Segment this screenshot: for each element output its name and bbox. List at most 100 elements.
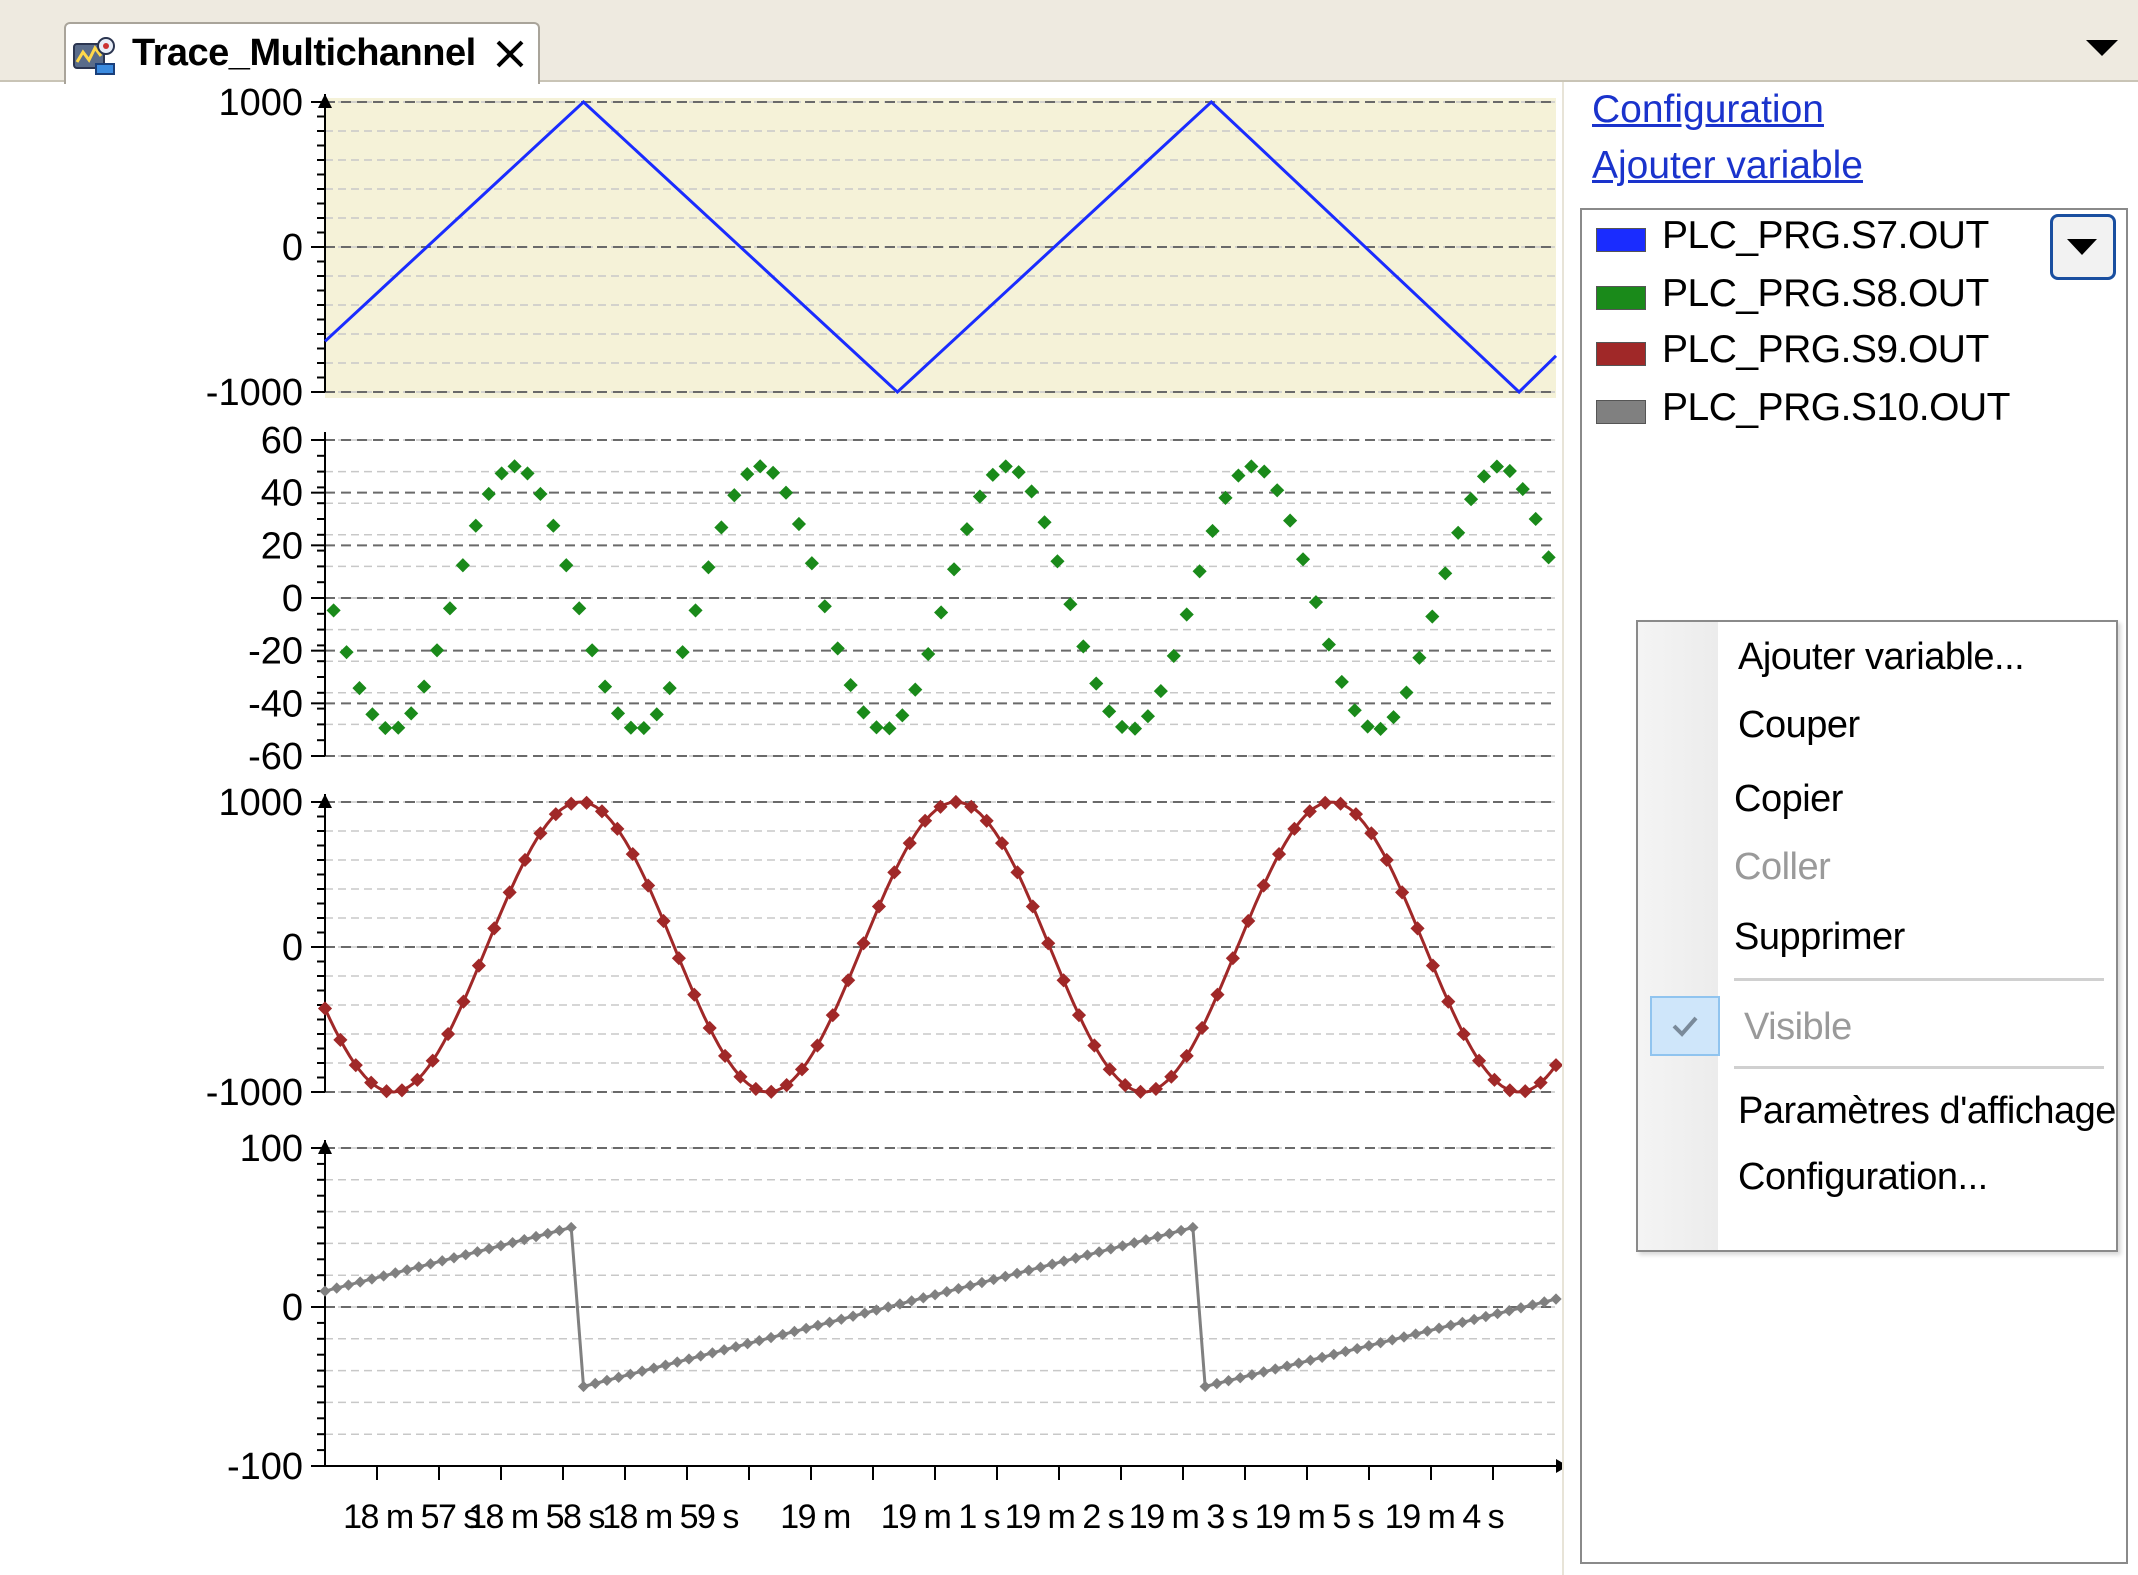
data-point (404, 706, 419, 721)
y-tick-label: -60 (248, 736, 303, 778)
data-point (1438, 566, 1453, 581)
data-point (905, 1295, 918, 1307)
data-point (1225, 951, 1240, 966)
data-point (1087, 1038, 1102, 1053)
data-point (972, 489, 987, 504)
tab-trace-multichannel[interactable]: Trace_Multichannel (64, 22, 540, 84)
data-point (494, 466, 509, 481)
data-point (460, 1249, 472, 1261)
data-point (753, 459, 768, 474)
data-point (506, 1236, 519, 1249)
menu-item-copy[interactable]: Copier (1734, 778, 1843, 820)
data-point (517, 852, 533, 868)
data-point (1192, 564, 1207, 579)
data-point (1046, 1258, 1058, 1270)
data-point (1164, 1069, 1179, 1084)
y-tick-label: 0 (282, 227, 303, 269)
data-point (714, 520, 729, 535)
data-point (520, 466, 535, 481)
data-point (1076, 639, 1091, 654)
data-point (1256, 878, 1271, 893)
configuration-link[interactable]: Configuration (1592, 88, 1824, 131)
legend-swatch (1596, 286, 1646, 310)
close-icon[interactable] (490, 34, 530, 74)
data-point (1179, 607, 1194, 622)
menu-item-delete[interactable]: Supprimer (1734, 916, 1905, 958)
data-point (530, 1230, 542, 1243)
data-point (998, 459, 1013, 474)
data-point (1011, 465, 1026, 480)
data-point (847, 1310, 859, 1322)
data-point (766, 465, 781, 480)
data-point (688, 603, 703, 618)
data-point (1333, 796, 1348, 811)
y-tick-label: 100 (240, 1128, 303, 1170)
data-point (1128, 1237, 1140, 1249)
data-point (718, 1048, 733, 1063)
data-point (843, 678, 858, 693)
data-point (1295, 552, 1311, 567)
data-point (317, 1001, 333, 1016)
menu-item-display-settings[interactable]: Paramètres d'affichage (1738, 1090, 2116, 1132)
data-point (471, 1246, 484, 1258)
data-point (1339, 1345, 1352, 1358)
data-point (985, 467, 1000, 482)
data-point (601, 1374, 613, 1387)
data-point (659, 1359, 672, 1371)
data-point (675, 645, 690, 660)
data-point (1548, 1058, 1564, 1073)
data-point (1011, 1267, 1023, 1280)
data-point (753, 1334, 765, 1347)
trace-chart[interactable]: 10000-10006040200-20-40-6010000-10001000… (0, 80, 1570, 1575)
menu-separator (1734, 1066, 2104, 1069)
data-point (417, 679, 432, 694)
data-point (649, 707, 664, 722)
x-tick-label: 18 m 58 s (468, 1498, 604, 1536)
data-point (1308, 595, 1324, 610)
y-tick-label: -1000 (206, 1072, 303, 1114)
data-point (1503, 1305, 1515, 1317)
context-menu: Ajouter variable... Couper Copier Coller… (1636, 620, 2118, 1252)
data-point (1487, 1072, 1502, 1087)
data-point (656, 913, 671, 929)
menu-item-configuration[interactable]: Configuration... (1738, 1156, 1988, 1198)
data-point (812, 1319, 824, 1332)
data-point (331, 1282, 343, 1294)
visible-check-box (1650, 996, 1720, 1056)
data-point (333, 1032, 348, 1047)
chart-panel-1: 1000 0 -1000 (206, 82, 1558, 414)
data-point (1058, 1255, 1070, 1267)
data-point (1257, 464, 1272, 479)
data-point (648, 1362, 660, 1374)
data-point (1023, 1264, 1035, 1276)
x-tick-label: 19 m 1 s (881, 1498, 1000, 1536)
data-point (730, 1341, 742, 1353)
menu-item-cut[interactable]: Couper (1738, 704, 1860, 746)
data-point (379, 1084, 394, 1099)
add-variable-link[interactable]: Ajouter variable (1592, 144, 1863, 187)
data-point (823, 1316, 836, 1328)
y-tick-label: 40 (261, 473, 303, 515)
y-tick-label: 60 (261, 420, 303, 462)
chart-panel-3: 1000 0 -1000 (206, 782, 1564, 1114)
data-point (921, 646, 936, 662)
data-point (1034, 1261, 1047, 1273)
data-point (636, 1365, 648, 1377)
data-point (377, 1270, 390, 1282)
data-point (856, 705, 871, 720)
legend-dropdown-button[interactable] (2050, 214, 2116, 280)
data-point (1538, 1296, 1550, 1308)
data-point (1533, 1075, 1548, 1090)
data-point (683, 1353, 695, 1365)
x-tick-label: 19 m 2 s (1005, 1498, 1124, 1536)
dropdown-arrow-icon[interactable] (2082, 32, 2122, 62)
data-point (882, 1301, 894, 1313)
data-point (1373, 721, 1388, 736)
menu-separator (1734, 978, 2104, 981)
data-point (1425, 609, 1440, 624)
series-segment-s10 (324, 1226, 572, 1293)
data-point (946, 562, 962, 577)
data-point (553, 1224, 566, 1237)
y-tick-label: 0 (282, 578, 303, 620)
menu-item-add-variable[interactable]: Ajouter variable... (1738, 636, 2025, 678)
